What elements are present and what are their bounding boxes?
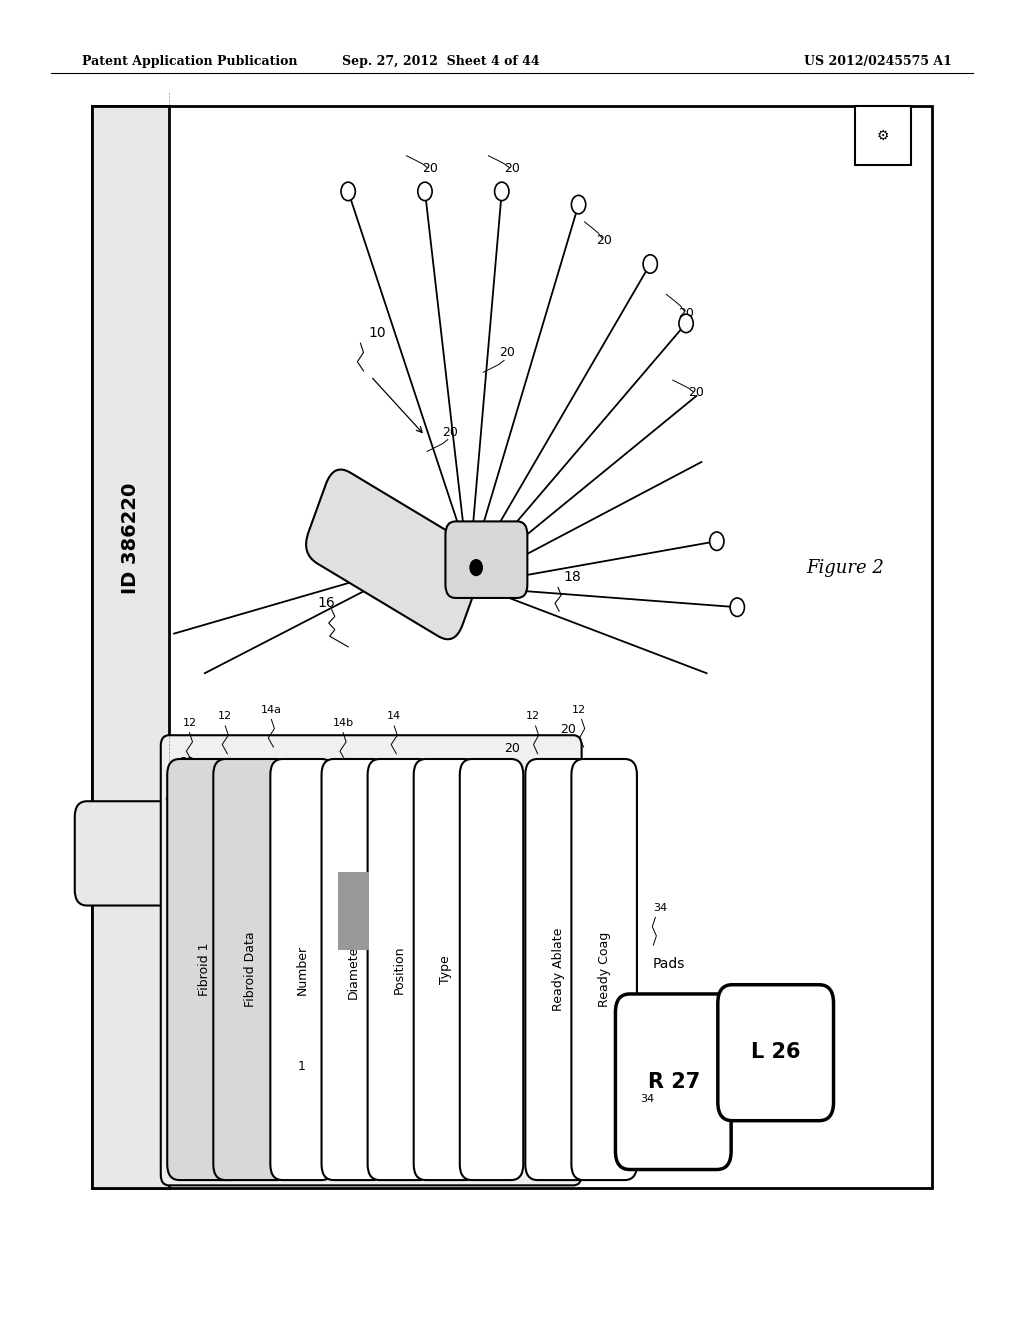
FancyBboxPatch shape [92, 106, 169, 1188]
Text: 20: 20 [504, 161, 520, 174]
Text: Sep. 27, 2012  Sheet 4 of 44: Sep. 27, 2012 Sheet 4 of 44 [342, 55, 539, 69]
Text: 20: 20 [688, 385, 705, 399]
Text: 14: 14 [387, 711, 401, 722]
Text: Fibroid 1: Fibroid 1 [199, 942, 211, 997]
Text: ID 386220: ID 386220 [121, 483, 140, 594]
Text: 12: 12 [525, 711, 540, 722]
Circle shape [730, 598, 744, 616]
FancyBboxPatch shape [571, 759, 637, 1180]
Text: 14a: 14a [261, 705, 282, 715]
FancyBboxPatch shape [368, 759, 431, 1180]
Text: 20: 20 [422, 161, 438, 174]
FancyBboxPatch shape [414, 759, 477, 1180]
Text: 10: 10 [369, 326, 386, 339]
Text: ⚙: ⚙ [877, 129, 889, 143]
Text: 20: 20 [560, 722, 577, 735]
Text: 12: 12 [182, 718, 197, 729]
Text: R 27: R 27 [647, 1072, 700, 1093]
Text: Position: Position [393, 945, 406, 994]
Circle shape [495, 182, 509, 201]
Text: 12: 12 [218, 711, 232, 722]
Text: 20: 20 [504, 742, 520, 755]
FancyBboxPatch shape [615, 994, 731, 1170]
FancyBboxPatch shape [75, 801, 191, 906]
FancyBboxPatch shape [460, 759, 523, 1180]
Text: Number: Number [296, 945, 308, 994]
FancyBboxPatch shape [855, 106, 911, 165]
Text: 20: 20 [499, 346, 515, 359]
Text: Type: Type [439, 956, 452, 983]
Text: Diameter: Diameter [347, 940, 359, 999]
FancyBboxPatch shape [161, 735, 582, 1185]
FancyBboxPatch shape [167, 759, 243, 1180]
Text: 1: 1 [298, 1060, 306, 1073]
FancyBboxPatch shape [338, 873, 369, 950]
Circle shape [418, 182, 432, 201]
Circle shape [643, 255, 657, 273]
Circle shape [470, 560, 482, 576]
Text: 20: 20 [442, 425, 459, 438]
Text: 20: 20 [596, 234, 612, 247]
Text: 16: 16 [317, 597, 335, 610]
FancyBboxPatch shape [92, 106, 932, 1188]
FancyBboxPatch shape [213, 759, 289, 1180]
FancyBboxPatch shape [322, 759, 385, 1180]
Text: Ready Coag: Ready Coag [598, 932, 610, 1007]
Text: 20: 20 [678, 306, 694, 319]
Circle shape [679, 314, 693, 333]
Circle shape [710, 532, 724, 550]
Text: Ready Ablate: Ready Ablate [552, 928, 564, 1011]
Circle shape [341, 182, 355, 201]
Text: 18: 18 [563, 570, 581, 583]
Text: Patent Application Publication: Patent Application Publication [82, 55, 297, 69]
Text: 34: 34 [640, 1094, 654, 1105]
FancyBboxPatch shape [525, 759, 591, 1180]
FancyBboxPatch shape [718, 985, 834, 1121]
Text: Fibroid Data: Fibroid Data [245, 932, 257, 1007]
Text: US 2012/0245575 A1: US 2012/0245575 A1 [805, 55, 952, 69]
Text: 34: 34 [653, 903, 668, 913]
FancyBboxPatch shape [270, 759, 334, 1180]
Circle shape [571, 195, 586, 214]
Text: L 26: L 26 [752, 1041, 801, 1063]
Text: 14b: 14b [333, 718, 353, 729]
FancyBboxPatch shape [306, 470, 482, 639]
Text: Figure 2: Figure 2 [806, 558, 884, 577]
Text: 12: 12 [571, 705, 586, 715]
FancyBboxPatch shape [445, 521, 527, 598]
Text: Pads: Pads [652, 957, 685, 970]
Text: 32: 32 [179, 755, 195, 768]
